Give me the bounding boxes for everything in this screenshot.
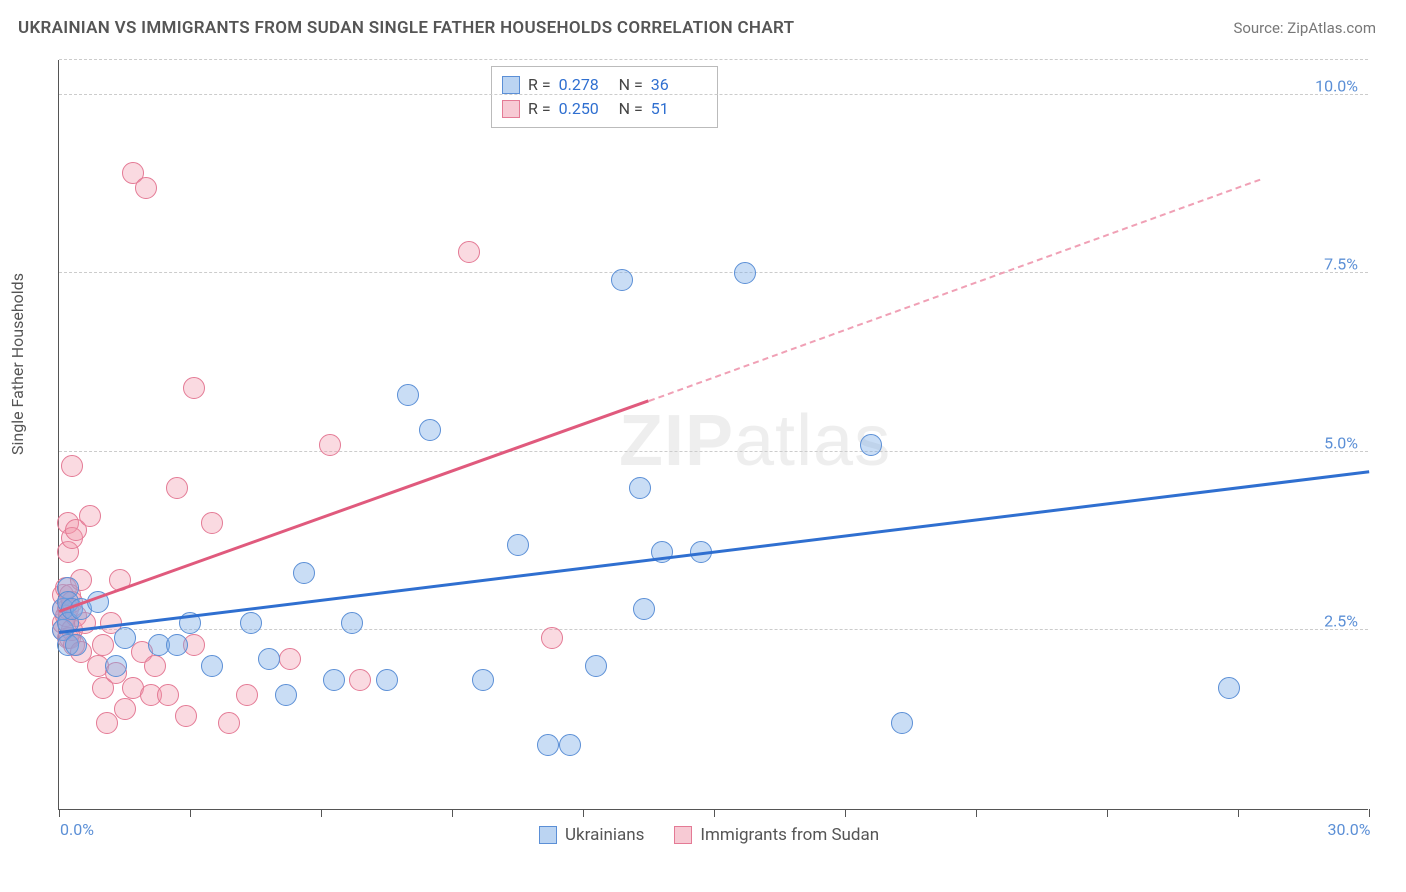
data-point	[157, 684, 179, 706]
data-point	[419, 419, 441, 441]
data-point	[458, 241, 480, 263]
data-point	[507, 534, 529, 556]
legend-item-ukrainians: Ukrainians	[539, 825, 644, 845]
data-point	[175, 705, 197, 727]
swatch-blue-icon	[502, 76, 520, 94]
data-point	[201, 512, 223, 534]
data-point	[629, 477, 651, 499]
x-tick	[59, 809, 60, 817]
y-tick-label: 10.0%	[1315, 76, 1358, 95]
data-point	[734, 262, 756, 284]
data-point	[240, 612, 262, 634]
trend-line	[648, 178, 1260, 401]
y-axis-label: Single Father Households	[8, 273, 27, 455]
trend-line	[59, 470, 1369, 634]
gridline	[59, 94, 1368, 95]
legend-label-ukrainians: Ukrainians	[565, 825, 644, 845]
source-name: ZipAtlas.com	[1287, 19, 1376, 37]
series-legend: Ukrainians Immigrants from Sudan	[539, 825, 879, 845]
x-tick-label: 0.0%	[60, 820, 94, 839]
data-point	[376, 669, 398, 691]
data-point	[559, 734, 581, 756]
x-tick	[1369, 809, 1370, 817]
data-point	[218, 712, 240, 734]
data-point	[349, 669, 371, 691]
x-tick	[1107, 809, 1108, 817]
stats-row-sudan: R = 0.250 N = 51	[502, 97, 703, 121]
data-point	[114, 698, 136, 720]
data-point	[323, 669, 345, 691]
data-point	[293, 562, 315, 584]
data-point	[279, 648, 301, 670]
x-tick	[976, 809, 977, 817]
legend-item-sudan: Immigrants from Sudan	[674, 825, 879, 845]
data-point	[105, 655, 127, 677]
watermark-bold: ZIP	[619, 401, 734, 481]
y-tick-label: 2.5%	[1324, 612, 1358, 631]
data-point	[166, 634, 188, 656]
data-point	[537, 734, 559, 756]
data-point	[79, 505, 101, 527]
data-point	[183, 377, 205, 399]
source-prefix: Source:	[1233, 19, 1287, 37]
gridline	[59, 451, 1368, 452]
data-point	[611, 269, 633, 291]
data-point	[541, 627, 563, 649]
data-point	[92, 634, 114, 656]
x-tick	[714, 809, 715, 817]
x-tick	[845, 809, 846, 817]
data-point	[114, 627, 136, 649]
data-point	[472, 669, 494, 691]
data-point	[166, 477, 188, 499]
data-point	[135, 177, 157, 199]
data-point	[236, 684, 258, 706]
r-value-sudan: 0.250	[559, 97, 611, 121]
x-tick	[321, 809, 322, 817]
x-tick	[1238, 809, 1239, 817]
trend-line	[58, 399, 648, 613]
x-tick-label: 30.0%	[1328, 820, 1371, 839]
watermark: ZIPatlas	[619, 400, 891, 482]
data-point	[319, 434, 341, 456]
x-tick	[583, 809, 584, 817]
y-tick-label: 7.5%	[1324, 255, 1358, 274]
data-point	[860, 434, 882, 456]
y-tick-label: 5.0%	[1324, 433, 1358, 452]
swatch-blue-icon	[539, 826, 557, 844]
r-label: R =	[528, 97, 551, 121]
data-point	[585, 655, 607, 677]
data-point	[1218, 677, 1240, 699]
data-point	[341, 612, 363, 634]
n-value-sudan: 51	[651, 97, 703, 121]
data-point	[61, 455, 83, 477]
data-point	[397, 384, 419, 406]
data-point	[144, 655, 166, 677]
data-point	[65, 634, 87, 656]
data-point	[258, 648, 280, 670]
x-tick	[190, 809, 191, 817]
data-point	[633, 598, 655, 620]
swatch-pink-icon	[674, 826, 692, 844]
chart-container: Single Father Households ZIPatlas R = 0.…	[18, 55, 1388, 875]
data-point	[201, 655, 223, 677]
scatter-plot: ZIPatlas R = 0.278 N = 36 R = 0.250 N = …	[58, 60, 1368, 810]
swatch-pink-icon	[502, 100, 520, 118]
legend-label-sudan: Immigrants from Sudan	[700, 825, 879, 845]
data-point	[891, 712, 913, 734]
correlation-stats-box: R = 0.278 N = 36 R = 0.250 N = 51	[491, 66, 718, 128]
source-caption: Source: ZipAtlas.com	[1233, 19, 1376, 37]
gridline	[59, 59, 1368, 60]
data-point	[275, 684, 297, 706]
chart-title: UKRAINIAN VS IMMIGRANTS FROM SUDAN SINGL…	[18, 18, 794, 38]
n-label: N =	[619, 97, 643, 121]
x-tick	[452, 809, 453, 817]
gridline	[59, 272, 1368, 273]
